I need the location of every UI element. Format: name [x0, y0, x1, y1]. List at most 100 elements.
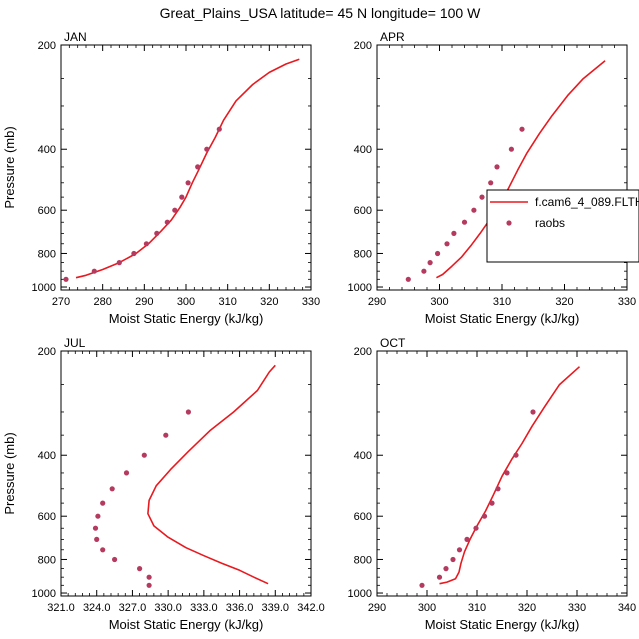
x-tick-label: 320	[518, 602, 536, 614]
raobs-point	[141, 452, 147, 458]
x-tick-label: 330	[618, 296, 636, 308]
y-tick-label: 200	[354, 346, 372, 358]
raobs-point	[450, 556, 456, 563]
raobs-point	[481, 513, 488, 519]
x-tick-label: 320	[555, 296, 573, 308]
panel-label: APR	[380, 30, 405, 44]
raobs-point	[216, 126, 222, 132]
raobs-point	[519, 126, 525, 132]
raobs-point	[427, 260, 433, 266]
raobs-point	[195, 164, 201, 170]
x-tick-label: 290	[135, 296, 153, 308]
raobs-point	[146, 582, 152, 588]
y-tick-label: 1000	[32, 588, 56, 600]
y-tick-label: 600	[38, 205, 56, 217]
x-tick-label: 290	[368, 296, 386, 308]
raobs-point	[112, 556, 118, 563]
raobs-point	[123, 470, 130, 476]
panel-label: OCT	[380, 336, 406, 350]
raobs-point	[479, 194, 485, 200]
raobs-point	[530, 409, 536, 415]
panel-label: JUL	[64, 336, 86, 350]
raobs-point	[471, 207, 477, 213]
x-tick-label: 270	[52, 296, 70, 308]
y-tick-label: 400	[354, 144, 372, 156]
y-tick-label: 600	[354, 205, 372, 217]
raobs-point	[435, 250, 441, 257]
raobs-point	[489, 500, 495, 506]
raobs-point	[92, 525, 99, 531]
raobs-point	[419, 582, 425, 588]
raobs-point	[405, 276, 411, 282]
raobs-point	[179, 194, 185, 200]
raobs-point	[464, 536, 470, 543]
y-tick-label: 1000	[348, 588, 372, 600]
raobs-point	[494, 164, 500, 170]
y-tick-label: 1000	[348, 282, 372, 294]
x-tick-label: 342.0	[297, 602, 325, 614]
raobs-point	[461, 219, 468, 225]
x-tick-label: 300	[177, 296, 195, 308]
raobs-point	[100, 547, 106, 553]
panel-oct: OCT 290 300 310 320 330 340 200 400 600 800 1000 Moi…	[348, 336, 637, 632]
raobs-point	[443, 566, 449, 572]
model-profile-line	[439, 366, 581, 585]
panel-jul: JUL 321.0 324.0 327.0 330.0 333.0 336.0 339.0 34…	[2, 336, 325, 632]
x-axis-label: Moist Static Energy (kJ/kg)	[109, 617, 264, 632]
raobs-point	[495, 486, 501, 492]
legend-marker-swatch	[506, 220, 512, 226]
x-axis-label: Moist Static Energy (kJ/kg)	[425, 617, 580, 632]
raobs-point	[172, 207, 178, 213]
raobs-point	[63, 276, 69, 282]
y-tick-label: 200	[354, 40, 372, 52]
raobs-point	[473, 525, 479, 531]
raobs-point	[100, 500, 106, 506]
legend-model-label: f.cam6_4_089.FLTH	[535, 195, 639, 209]
raobs-point	[154, 230, 160, 236]
raobs-point	[143, 241, 149, 247]
panels: JAN 270 280 290 300 310 320 330 200 400 600 800 1000…	[2, 30, 636, 632]
raobs-point	[131, 250, 137, 257]
x-tick-label: 330.0	[154, 602, 182, 614]
raobs-point	[185, 180, 191, 186]
raobs-point	[185, 409, 191, 415]
y-tick-label: 200	[38, 346, 56, 358]
x-tick-label: 310	[493, 296, 511, 308]
x-tick-label: 310	[468, 602, 486, 614]
raobs-point	[137, 566, 143, 572]
y-tick-label: 600	[38, 511, 56, 523]
y-tick-label: 600	[354, 511, 372, 523]
legend: f.cam6_4_089.FLTH raobs	[486, 189, 639, 263]
x-tick-label: 300	[418, 602, 436, 614]
model-profile-line	[147, 364, 276, 585]
raobs-point	[204, 146, 210, 152]
x-tick-label: 333.0	[190, 602, 218, 614]
raobs-point	[513, 452, 519, 458]
raobs-point	[451, 230, 457, 236]
x-axis-label: Moist Static Energy (kJ/kg)	[109, 311, 264, 326]
x-tick-label: 336.0	[226, 602, 254, 614]
x-tick-label: 280	[93, 296, 111, 308]
figure-title: Great_Plains_USA latitude= 45 N longitud…	[160, 5, 481, 21]
x-tick-label: 330	[302, 296, 320, 308]
plot-frame	[60, 350, 312, 597]
x-tick-label: 310	[218, 296, 236, 308]
raobs-point	[109, 486, 115, 492]
raobs-point	[436, 574, 443, 580]
x-tick-label: 321.0	[47, 602, 75, 614]
y-tick-label: 400	[38, 144, 56, 156]
raobs-point	[146, 574, 152, 580]
raobs-point	[163, 432, 169, 438]
raobs-point	[116, 260, 122, 266]
x-axis-label: Moist Static Energy (kJ/kg)	[425, 311, 580, 326]
panel-jan: JAN 270 280 290 300 310 320 330 200 400 600 800 1000…	[2, 30, 320, 326]
x-tick-label: 300	[430, 296, 448, 308]
plot-frame	[376, 350, 628, 597]
y-axis-label: Pressure (mb)	[2, 432, 17, 514]
x-tick-label: 327.0	[119, 602, 147, 614]
raobs-point	[91, 268, 97, 274]
y-tick-label: 800	[38, 554, 56, 566]
legend-obs-label: raobs	[535, 216, 565, 230]
raobs-point	[94, 536, 100, 543]
